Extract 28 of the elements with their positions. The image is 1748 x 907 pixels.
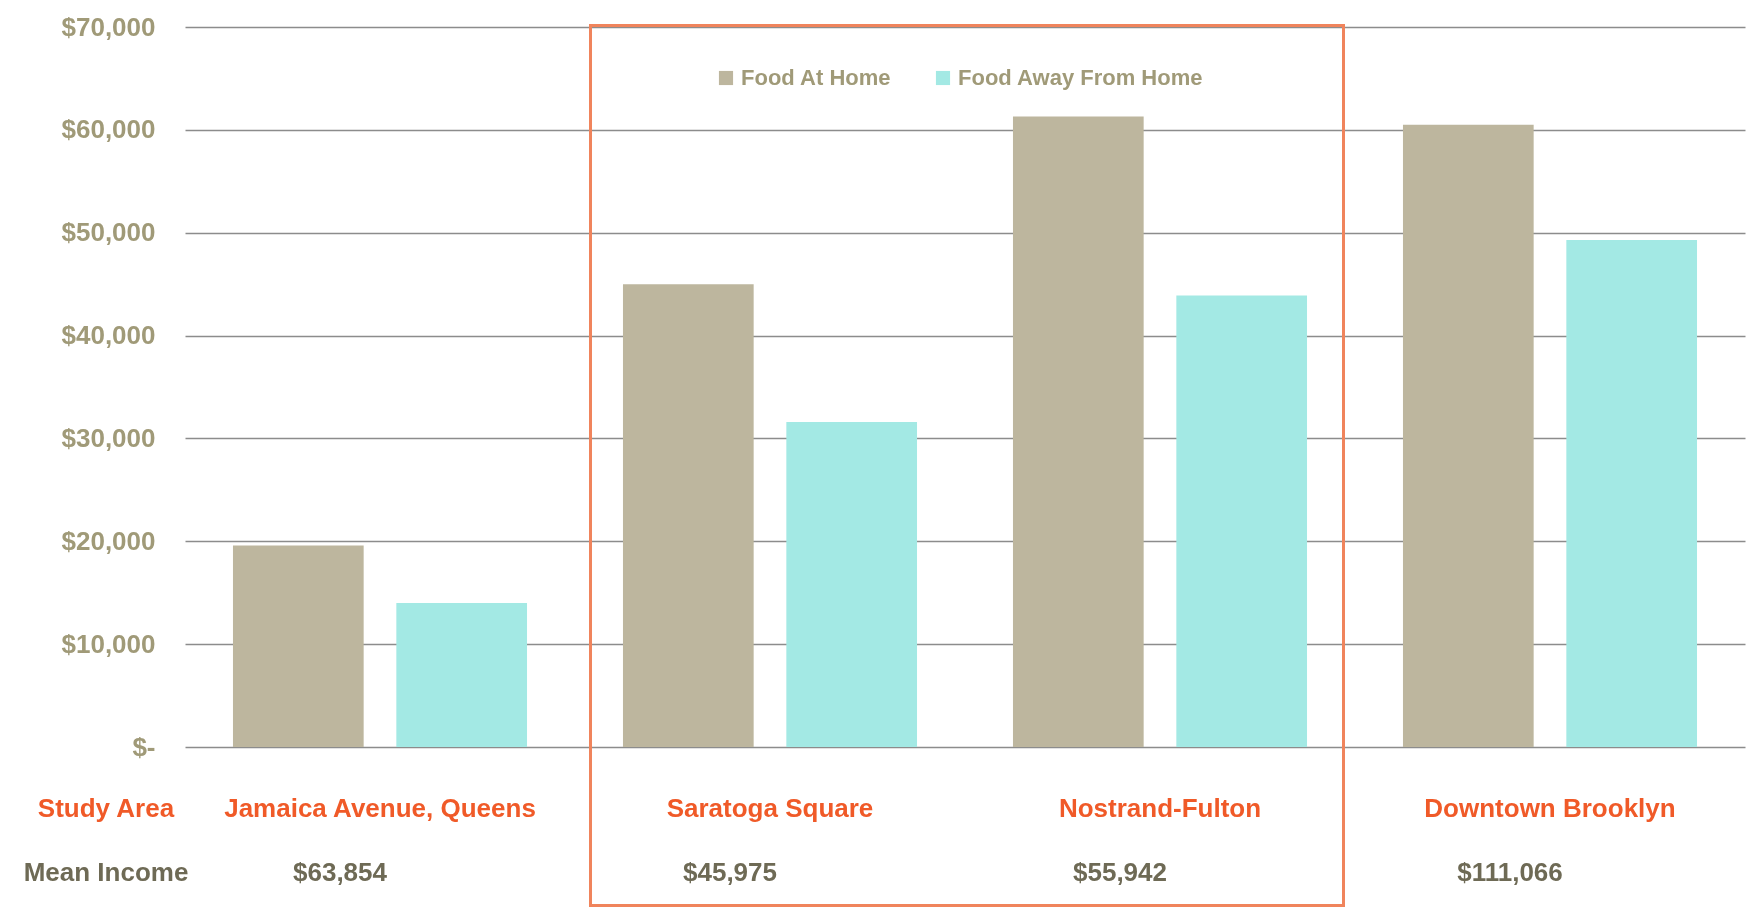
bar bbox=[232, 545, 364, 747]
y-tick-label: $20,000 bbox=[61, 525, 156, 556]
text: $55,942 bbox=[1073, 857, 1167, 887]
x-tick-label: Nostrand-Fulton bbox=[1058, 792, 1262, 823]
legend-label: Food Away From Home bbox=[958, 65, 1203, 90]
bar bbox=[1402, 124, 1534, 747]
y-tick-label: $- bbox=[132, 731, 156, 762]
y-tick-label: $40,000 bbox=[61, 320, 156, 351]
y-tick-label: $50,000 bbox=[61, 217, 156, 248]
x-tick-label: Downtown Brooklyn bbox=[1424, 792, 1676, 823]
bar bbox=[1566, 239, 1698, 747]
y-tick-label: $10,000 bbox=[61, 628, 156, 659]
y-tick-label: $70,000 bbox=[61, 11, 156, 42]
y-tick-label: $30,000 bbox=[61, 422, 156, 453]
text: $63,854 bbox=[293, 857, 388, 887]
text: $111,066 bbox=[1457, 857, 1563, 887]
bar bbox=[622, 284, 754, 747]
bar bbox=[786, 421, 918, 747]
x-tick-label: Saratoga Square bbox=[666, 792, 874, 823]
bar bbox=[396, 603, 528, 747]
x-tick-label: Jamaica Avenue, Queens bbox=[224, 792, 536, 823]
text: Mean Income bbox=[23, 857, 189, 887]
text: Study Area bbox=[37, 793, 175, 823]
legend-label: Food At Home bbox=[741, 65, 891, 90]
text: $45,975 bbox=[683, 857, 777, 887]
y-tick-label: $60,000 bbox=[61, 114, 156, 145]
bar bbox=[1012, 116, 1144, 747]
bar bbox=[1176, 295, 1308, 747]
